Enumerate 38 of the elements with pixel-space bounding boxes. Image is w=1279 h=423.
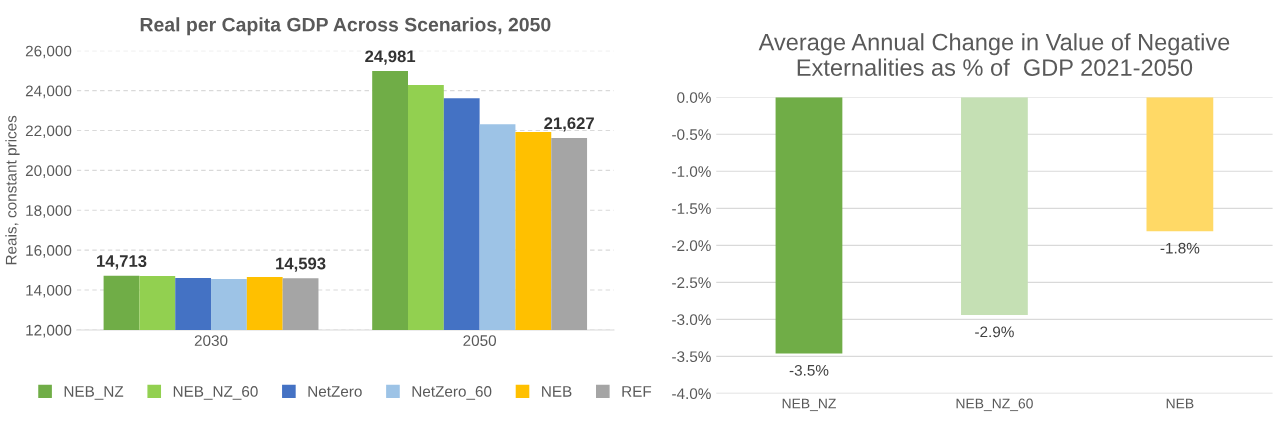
legend-label: NetZero_60 xyxy=(412,386,492,400)
y-tick-label: 20,000 xyxy=(25,165,72,178)
y-tick-label: -4.0% xyxy=(672,388,711,400)
y-tick-label: 26,000 xyxy=(25,45,72,59)
y-tick-label: -3.5% xyxy=(672,351,711,363)
legend-label: NEB_NZ_60 xyxy=(173,386,258,400)
x-tick-label: 2050 xyxy=(463,335,497,347)
y-tick-label: 14,000 xyxy=(26,284,72,298)
data-label: 14,713 xyxy=(97,255,147,270)
legend-label: NetZero xyxy=(308,386,362,397)
y-tick-label: -3.0% xyxy=(672,314,711,326)
data-label: -2.9% xyxy=(975,326,1014,338)
y-tick-label: 12,000 xyxy=(26,324,72,338)
y-tick-label: 16,000 xyxy=(26,245,72,258)
x-tick-label: NEB xyxy=(1166,398,1194,409)
data-label: -1.8% xyxy=(1160,242,1200,254)
data-label: 21,627 xyxy=(544,117,594,132)
data-label: 14,593 xyxy=(276,257,326,272)
y-tick-label: 18,000 xyxy=(26,205,72,218)
x-tick-label: NEB_NZ xyxy=(782,398,836,412)
data-label: 24,981 xyxy=(365,50,416,65)
legend-label: REF xyxy=(622,386,652,397)
y-tick-label: -1.5% xyxy=(672,203,711,215)
x-tick-label: 2030 xyxy=(194,335,228,347)
y-tick-label: -2.0% xyxy=(672,240,711,252)
x-tick-label: NEB_NZ_60 xyxy=(956,398,1033,412)
legend-label: NEB xyxy=(542,386,572,397)
y-tick-label: 0.0% xyxy=(677,92,711,103)
legend-label: NEB_NZ xyxy=(64,386,124,400)
y-tick-label: -2.5% xyxy=(672,277,711,289)
y-tick-label: -1.0% xyxy=(672,166,711,177)
y-tick-label: 24,000 xyxy=(25,85,72,99)
y-tick-label: -0.5% xyxy=(672,129,711,140)
chart-title: Real per Capita GDP Across Scenarios, 2050 xyxy=(140,17,551,36)
chart-title: Average Annual Change in Value of Negative Externalities as % of GDP 2021-2050 xyxy=(758,33,1230,76)
data-label: -3.5% xyxy=(789,364,829,376)
y-tick-label: 22,000 xyxy=(25,125,72,139)
y-axis-title: Reais, constant prices xyxy=(5,115,20,265)
